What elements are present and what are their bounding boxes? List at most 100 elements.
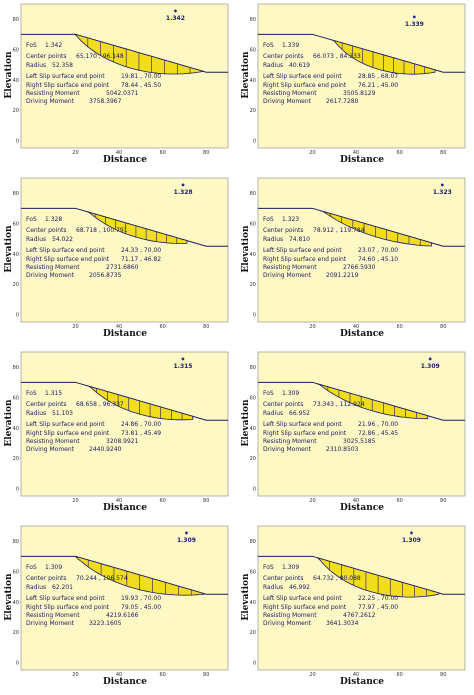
resisting-value: 3208.9921 (106, 437, 139, 445)
left-end-label: Left Slip surface end point (26, 73, 105, 81)
driving-value: 2310.8503 (326, 446, 359, 454)
right-end-label: Right Slip surface end point (263, 603, 347, 611)
resisting-label: Resisting Moment (263, 263, 317, 271)
plot-area (257, 525, 466, 671)
driving-value: 3223.1605 (89, 620, 122, 628)
y-tick-label: 40 (250, 78, 256, 84)
plot-area (20, 177, 229, 323)
y-axis-label: Elevation (241, 399, 251, 447)
y-axis-label: Elevation (241, 225, 251, 273)
center-value: 78.912 , 119.784 (313, 227, 365, 235)
y-tick-label: 20 (13, 282, 19, 288)
right-end-value: 79.05 , 45.00 (121, 603, 162, 611)
y-tick-label: 40 (13, 600, 19, 606)
x-tick-label: 20 (309, 150, 315, 156)
resisting-label: Resisting Moment (263, 611, 317, 619)
radius-value: 62.201 (52, 583, 73, 591)
left-end-value: 21.96 , 70.00 (358, 421, 399, 429)
fos-label: FoS (26, 564, 37, 571)
slope-panel-3: 20 40 60 80 80 60 40 20 0 Elevation Distance • 1.… (0, 174, 237, 347)
center-label: Center points (263, 575, 304, 583)
x-tick-label: 40 (353, 150, 359, 156)
left-end-label: Left Slip surface end point (263, 595, 342, 603)
left-end-label: Left Slip surface end point (263, 421, 342, 429)
resisting-value: 5042.0371 (106, 89, 139, 97)
y-tick-label: 60 (13, 569, 19, 575)
x-axis-label: Distance (102, 503, 148, 513)
driving-label: Driving Moment (263, 620, 312, 628)
driving-value: 2440.9240 (89, 446, 122, 454)
y-tick-label: 80 (13, 17, 19, 23)
fos-marker-value: 1.309 (176, 537, 196, 545)
resisting-label: Resisting Moment (26, 263, 80, 271)
fos-label: FoS (26, 390, 37, 397)
center-point-icon: • (411, 12, 417, 22)
y-tick-label: 60 (13, 47, 19, 53)
x-tick-label: 20 (72, 150, 78, 156)
resisting-value: 4219.6166 (106, 611, 139, 619)
center-point-icon: • (180, 355, 186, 365)
x-tick-label: 40 (353, 498, 359, 504)
left-end-value: 19.93 , 70.00 (121, 595, 162, 603)
x-tick-label: 40 (116, 150, 122, 156)
x-tick-label: 60 (159, 324, 165, 330)
fos-value: 1.342 (45, 42, 63, 49)
center-label: Center points (26, 227, 67, 235)
left-end-value: 24.33 , 70.00 (121, 247, 162, 255)
y-tick-label: 40 (250, 252, 256, 258)
driving-value: 2617.7280 (326, 98, 359, 106)
fos-marker-value: 1.328 (173, 189, 193, 197)
right-end-value: 77.97 , 45.00 (358, 603, 399, 611)
resisting-value: 3025.5185 (343, 437, 376, 445)
resisting-label: Resisting Moment (26, 437, 80, 445)
y-axis-label: Elevation (241, 573, 251, 621)
y-tick-label: 60 (13, 221, 19, 227)
x-tick-label: 60 (159, 672, 165, 678)
plot-area (257, 3, 466, 149)
left-end-label: Left Slip surface end point (26, 247, 105, 255)
y-tick-label: 20 (250, 456, 256, 462)
x-tick-label: 60 (396, 150, 402, 156)
plot-area (20, 3, 229, 149)
y-tick-label: 20 (250, 282, 256, 288)
slope-panel-8: 20 40 60 80 80 60 40 20 0 Elevation Distance • 1.… (237, 522, 474, 695)
x-tick-label: 80 (203, 150, 209, 156)
resisting-label: Resisting Moment (26, 611, 80, 619)
x-tick-label: 40 (116, 498, 122, 504)
driving-label: Driving Moment (263, 272, 312, 280)
fos-marker: • 1.342 (165, 7, 185, 23)
x-axis-label: Distance (339, 677, 385, 687)
y-axis-label: Elevation (4, 399, 14, 447)
right-end-label: Right Slip surface end point (26, 603, 110, 611)
y-tick-label: 0 (253, 486, 256, 492)
resisting-value: 2731.6860 (106, 263, 139, 271)
slope-panel-2: 20 40 60 80 80 60 40 20 0 Elevation Distance • 1.… (237, 0, 474, 173)
y-tick-label: 20 (250, 630, 256, 636)
y-tick-label: 40 (13, 426, 19, 432)
center-label: Center points (26, 401, 67, 409)
plot-area (257, 351, 466, 497)
center-point-icon: • (408, 529, 414, 539)
fos-marker-value: 1.309 (420, 363, 440, 371)
fos-value: 1.309 (45, 564, 63, 571)
fos-label: FoS (26, 42, 37, 49)
fos-marker-value: 1.339 (404, 20, 424, 28)
x-tick-label: 60 (159, 498, 165, 504)
fos-marker: • 1.309 (402, 529, 421, 545)
x-tick-label: 20 (309, 672, 315, 678)
slope-plot: 20 40 60 80 80 60 40 20 0 (250, 525, 466, 678)
driving-value: 2056.8735 (89, 272, 122, 280)
right-end-value: 73.81 , 45.49 (121, 429, 162, 437)
fos-marker-value: 1.342 (165, 15, 185, 23)
center-value: 64.732 , 90.088 (313, 575, 361, 583)
radius-label: Radius (263, 61, 284, 69)
center-point-icon: • (172, 7, 178, 17)
center-point-icon: • (427, 355, 433, 365)
center-value: 66.073 , 84.333 (313, 53, 361, 61)
y-tick-label: 20 (13, 108, 19, 114)
center-value: 70.244 , 106.574 (76, 575, 128, 583)
x-tick-label: 80 (203, 324, 209, 330)
x-tick-label: 40 (116, 324, 122, 330)
left-end-value: 19.81 , 70.00 (121, 73, 162, 81)
radius-label: Radius (263, 235, 284, 243)
